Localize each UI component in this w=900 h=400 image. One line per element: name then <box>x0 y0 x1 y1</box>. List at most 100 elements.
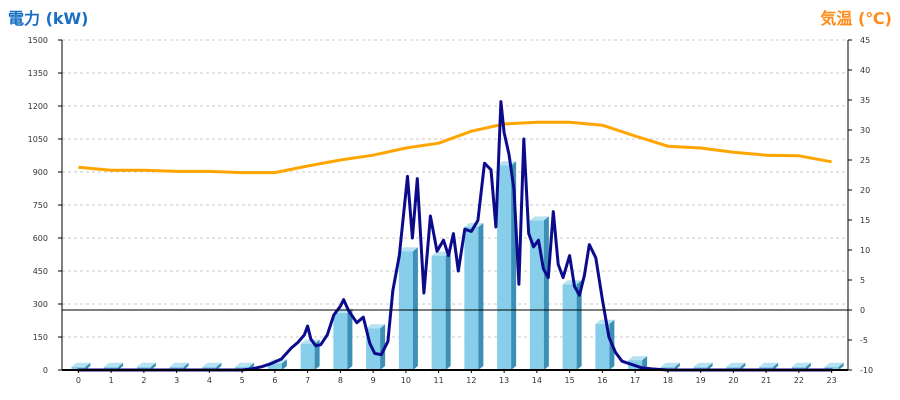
x-tick-label: 17 <box>630 376 640 385</box>
gridlines <box>62 39 848 338</box>
x-tick-label: 18 <box>663 376 673 385</box>
line-series <box>76 100 834 372</box>
axes <box>58 39 852 373</box>
bar-side <box>150 362 156 370</box>
right-tick-label: 20 <box>860 186 870 195</box>
bar-side <box>380 324 386 370</box>
bar <box>726 366 741 370</box>
bar-side <box>281 359 287 370</box>
right-tick-label: 30 <box>860 126 870 135</box>
bar-top <box>431 251 451 256</box>
x-tick-label: 4 <box>207 376 212 385</box>
bar-side <box>674 362 680 370</box>
bar-side <box>576 280 582 370</box>
bar <box>497 165 512 370</box>
bar-top <box>202 362 222 367</box>
left-tick-label: 1050 <box>28 135 48 144</box>
x-tick-label: 2 <box>141 376 146 385</box>
bar <box>595 323 610 370</box>
bar-top <box>562 280 582 285</box>
left-tick-label: 150 <box>33 333 48 342</box>
x-tick-label: 7 <box>305 376 310 385</box>
x-tick-label: 23 <box>827 376 837 385</box>
right-tick-label: 10 <box>860 246 870 255</box>
bar <box>562 284 577 370</box>
left-tick-label: 600 <box>33 234 48 243</box>
right-tick-label: -10 <box>860 366 873 375</box>
right-tick-label: 35 <box>860 96 870 105</box>
x-tick-label: 20 <box>728 376 738 385</box>
bar-side <box>707 362 713 370</box>
bar <box>398 251 413 370</box>
bar-top <box>759 362 779 367</box>
x-tick-label: 5 <box>240 376 245 385</box>
bar-top <box>398 247 418 252</box>
bar-side <box>805 362 811 370</box>
bar-side <box>412 247 418 370</box>
x-tick-label: 0 <box>76 376 81 385</box>
bar-side <box>216 362 222 370</box>
x-tick-label: 3 <box>174 376 179 385</box>
bar-top <box>726 362 746 367</box>
bar <box>660 366 675 370</box>
bar <box>464 227 479 370</box>
bar <box>169 366 184 370</box>
bar-top <box>235 362 255 367</box>
bar-side <box>838 362 844 370</box>
x-tick-label: 12 <box>466 376 476 385</box>
right-tick-label: 0 <box>860 306 865 315</box>
demand-line <box>76 100 834 372</box>
bar-top <box>71 362 91 367</box>
bar-top <box>628 356 648 361</box>
left-axis-title: 電力 (kW) <box>8 9 89 28</box>
bar-side <box>85 362 91 370</box>
right-tick-label: 5 <box>860 276 865 285</box>
left-tick-label: 0 <box>43 366 48 375</box>
bar-side <box>478 223 484 370</box>
x-tick-label: 10 <box>401 376 411 385</box>
left-tick-label: 300 <box>33 300 48 309</box>
bar-top <box>693 362 713 367</box>
x-tick-label: 1 <box>109 376 114 385</box>
bar <box>267 363 282 370</box>
bar-side <box>543 216 549 370</box>
tick-labels: 01503004506007509001050120013501500-10-5… <box>28 36 873 385</box>
bar-side <box>773 362 779 370</box>
bar-top <box>529 216 549 221</box>
right-tick-label: 15 <box>860 216 870 225</box>
x-tick-label: 22 <box>794 376 804 385</box>
bar <box>333 312 348 370</box>
left-tick-label: 450 <box>33 267 48 276</box>
right-tick-label: 40 <box>860 66 870 75</box>
bar <box>791 366 806 370</box>
bar-top <box>366 324 386 329</box>
x-tick-label: 14 <box>532 376 542 385</box>
bar <box>71 366 86 370</box>
right-tick-label: -5 <box>860 336 868 345</box>
bar-top <box>791 362 811 367</box>
bar-top <box>824 362 844 367</box>
bar <box>824 366 839 370</box>
x-tick-label: 13 <box>499 376 509 385</box>
bar-side <box>445 251 451 370</box>
right-tick-label: 25 <box>860 156 870 165</box>
bar <box>300 343 315 370</box>
temperature-line <box>78 120 832 175</box>
bar <box>235 366 250 370</box>
right-axis-title: 気温 (℃) <box>820 9 892 28</box>
x-tick-label: 19 <box>696 376 706 385</box>
x-tick-label: 6 <box>272 376 277 385</box>
bar <box>104 366 119 370</box>
bar-top <box>660 362 680 367</box>
x-tick-label: 21 <box>761 376 771 385</box>
x-tick-label: 8 <box>338 376 343 385</box>
x-tick-label: 16 <box>597 376 607 385</box>
right-tick-label: 45 <box>860 36 870 45</box>
left-tick-label: 1200 <box>28 102 48 111</box>
bar-top <box>169 362 189 367</box>
left-tick-label: 750 <box>33 201 48 210</box>
x-tick-label: 9 <box>371 376 376 385</box>
bar <box>759 366 774 370</box>
